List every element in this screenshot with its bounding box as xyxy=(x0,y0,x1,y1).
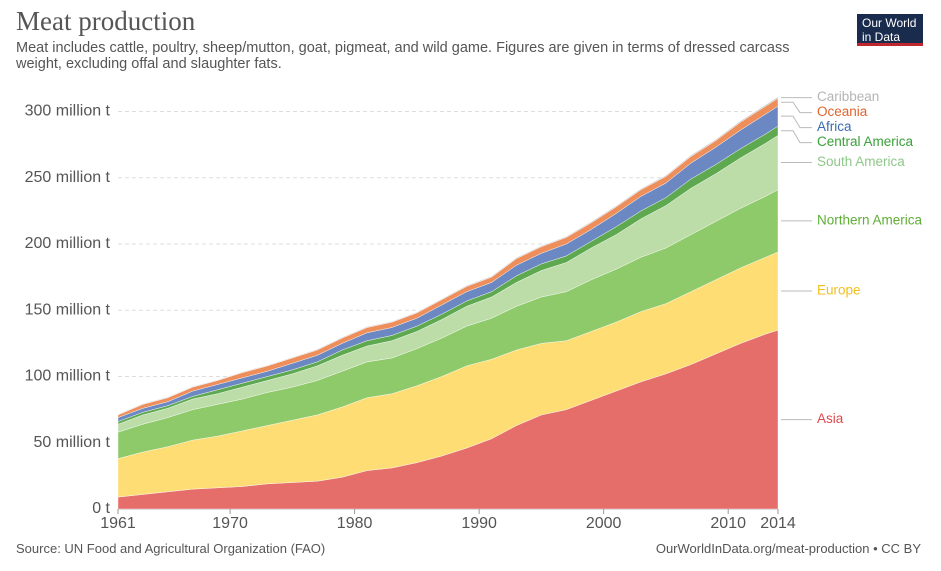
leader-line xyxy=(781,115,812,129)
y-tick-label: 200 million t xyxy=(25,235,111,252)
x-tick-label: 1970 xyxy=(212,515,248,532)
y-tick-label: 100 million t xyxy=(25,368,111,385)
legend-label: Europe xyxy=(817,283,861,298)
x-tick-label: 2010 xyxy=(710,515,746,532)
leader-line xyxy=(781,101,812,114)
legend-label: Caribbean xyxy=(817,89,879,104)
legend-label: Oceania xyxy=(817,104,868,119)
legend-label: Africa xyxy=(817,119,852,134)
x-tick-label: 2000 xyxy=(586,515,622,532)
leader-line xyxy=(781,130,812,144)
legend-label: Central America xyxy=(817,134,914,149)
legend-label: South America xyxy=(817,154,905,169)
y-tick-label: 150 million t xyxy=(25,301,111,318)
y-tick-label: 50 million t xyxy=(34,434,111,451)
legend-label: Asia xyxy=(817,411,844,426)
chart-subtitle: Meat includes cattle, poultry, sheep/mut… xyxy=(16,40,790,72)
source-note: Source: UN Food and Agricultural Organiz… xyxy=(16,541,326,556)
source-url[interactable]: OurWorldInData.org/meat-production • CC … xyxy=(655,541,921,556)
y-tick-label: 300 million t xyxy=(25,103,111,120)
y-tick-label: 0 t xyxy=(92,500,110,517)
x-tick-label: 1961 xyxy=(100,515,136,532)
x-tick-label: 1990 xyxy=(461,515,497,532)
logo[interactable]: Our World in Data xyxy=(857,14,923,46)
x-tick-label: 1980 xyxy=(337,515,373,532)
y-tick-label: 250 million t xyxy=(25,169,111,186)
x-tick-label: 2014 xyxy=(760,515,796,532)
legend-label: Northern America xyxy=(817,212,923,227)
area xyxy=(117,96,779,416)
chart-title: Meat production xyxy=(16,6,196,36)
